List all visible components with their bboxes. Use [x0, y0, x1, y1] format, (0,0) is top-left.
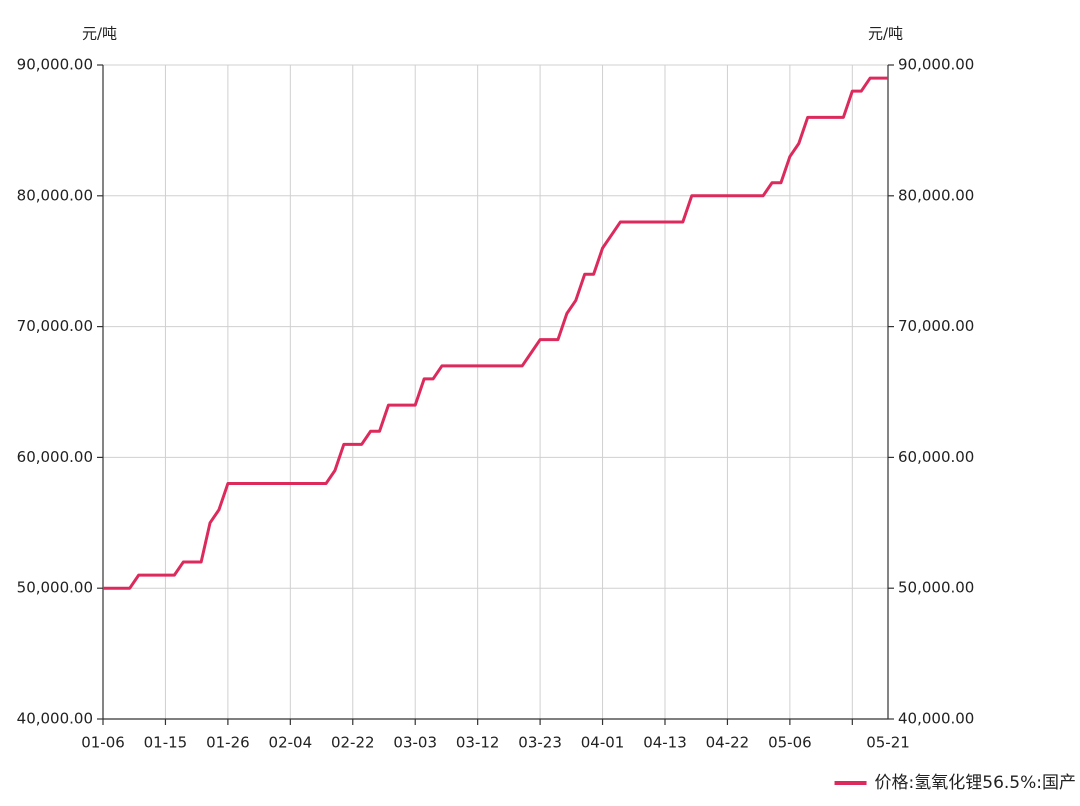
- y2-tick-label: 70,000.00: [898, 317, 974, 335]
- x-tick-label: 04-01: [581, 734, 625, 752]
- x-tick-label: 03-03: [393, 734, 437, 752]
- x-tick-label: 03-12: [456, 734, 500, 752]
- y-tick-label: 40,000.00: [17, 710, 93, 728]
- y-tick-label: 70,000.00: [17, 317, 93, 335]
- x-tick-label: 01-26: [206, 734, 250, 752]
- y-tick-label: 60,000.00: [17, 448, 93, 466]
- x-tick-label: 02-04: [269, 734, 313, 752]
- y-axis-label: 元/吨: [82, 25, 117, 43]
- y2-tick-label: 50,000.00: [898, 579, 974, 597]
- x-tick-label: 03-23: [518, 734, 562, 752]
- y2-tick-label: 80,000.00: [898, 186, 974, 204]
- y-tick-label: 50,000.00: [17, 579, 93, 597]
- y2-tick-label: 60,000.00: [898, 448, 974, 466]
- legend-label: 价格:氢氧化锂56.5%:国产: [875, 773, 1076, 793]
- series-line: [103, 76, 888, 590]
- x-tick-label: 01-15: [144, 734, 188, 752]
- y-tick-label: 80,000.00: [17, 186, 93, 204]
- x-tick-label: 05-06: [768, 734, 812, 752]
- y2-axis-label: 元/吨: [868, 25, 903, 43]
- y2-tick-label: 40,000.00: [898, 710, 974, 728]
- x-tick-label: 04-13: [643, 734, 687, 752]
- x-tick-label: 04-22: [706, 734, 750, 752]
- x-tick-label: 01-06: [81, 734, 125, 752]
- x-tick-label: 02-22: [331, 734, 375, 752]
- x-tick-label: 05-21: [866, 734, 910, 752]
- y2-tick-label: 90,000.00: [898, 56, 974, 74]
- y-tick-label: 90,000.00: [17, 56, 93, 74]
